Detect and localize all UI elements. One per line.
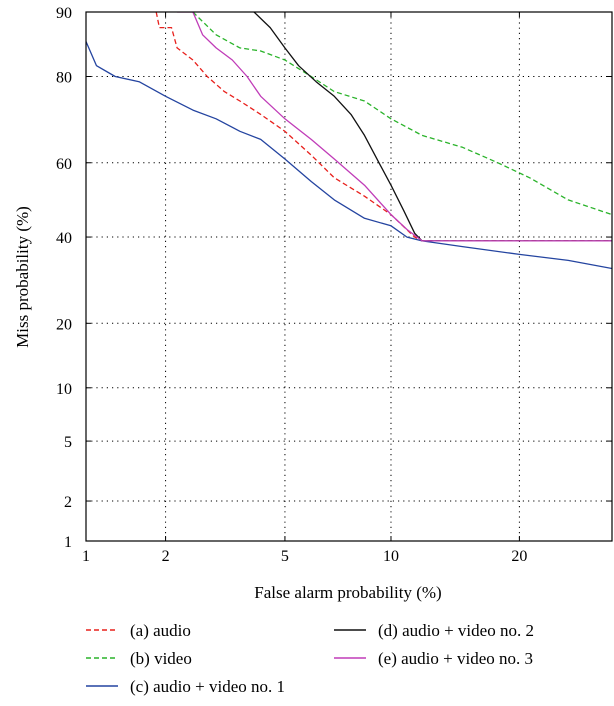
y-tick-label: 90 [56,5,72,22]
y-tick-label: 80 [56,70,72,87]
x-axis-label: False alarm probability (%) [254,583,441,602]
x-tick-label: 10 [383,548,399,565]
plot-frame [85,11,613,542]
ticks [85,11,612,542]
legend: (a) audio (b) video (c) audio + video no. … [86,621,534,696]
series-line-b [192,12,612,216]
y-tick-label: 10 [56,381,72,398]
y-tick-label: 60 [56,156,72,173]
series-line-e [177,12,612,242]
legend-label-d: (d) audio + video no. 2 [378,621,534,640]
y-tick-label: 5 [64,434,72,451]
x-tick-label: 1 [82,548,90,565]
x-tick-label: 5 [281,548,289,565]
y-tick-label: 1 [64,534,72,551]
x-tick-label: 2 [162,548,170,565]
legend-label-c: (c) audio + video no. 1 [130,677,285,696]
series-line-d [253,12,612,242]
legend-label-b: (b) video [130,649,192,668]
grid [86,12,612,541]
legend-label-e: (e) audio + video no. 3 [378,649,533,668]
tick-labels: 1 2 5 10 20 1 2 5 10 20 40 60 80 90 [56,5,527,565]
y-tick-label: 40 [56,230,72,247]
y-tick-label: 2 [64,494,72,511]
series-line-c [86,41,612,270]
plot-lines [86,12,612,270]
y-axis-label: Miss probability (%) [13,206,32,348]
legend-label-a: (a) audio [130,621,191,640]
x-tick-label: 20 [511,548,527,565]
y-tick-label: 20 [56,316,72,333]
